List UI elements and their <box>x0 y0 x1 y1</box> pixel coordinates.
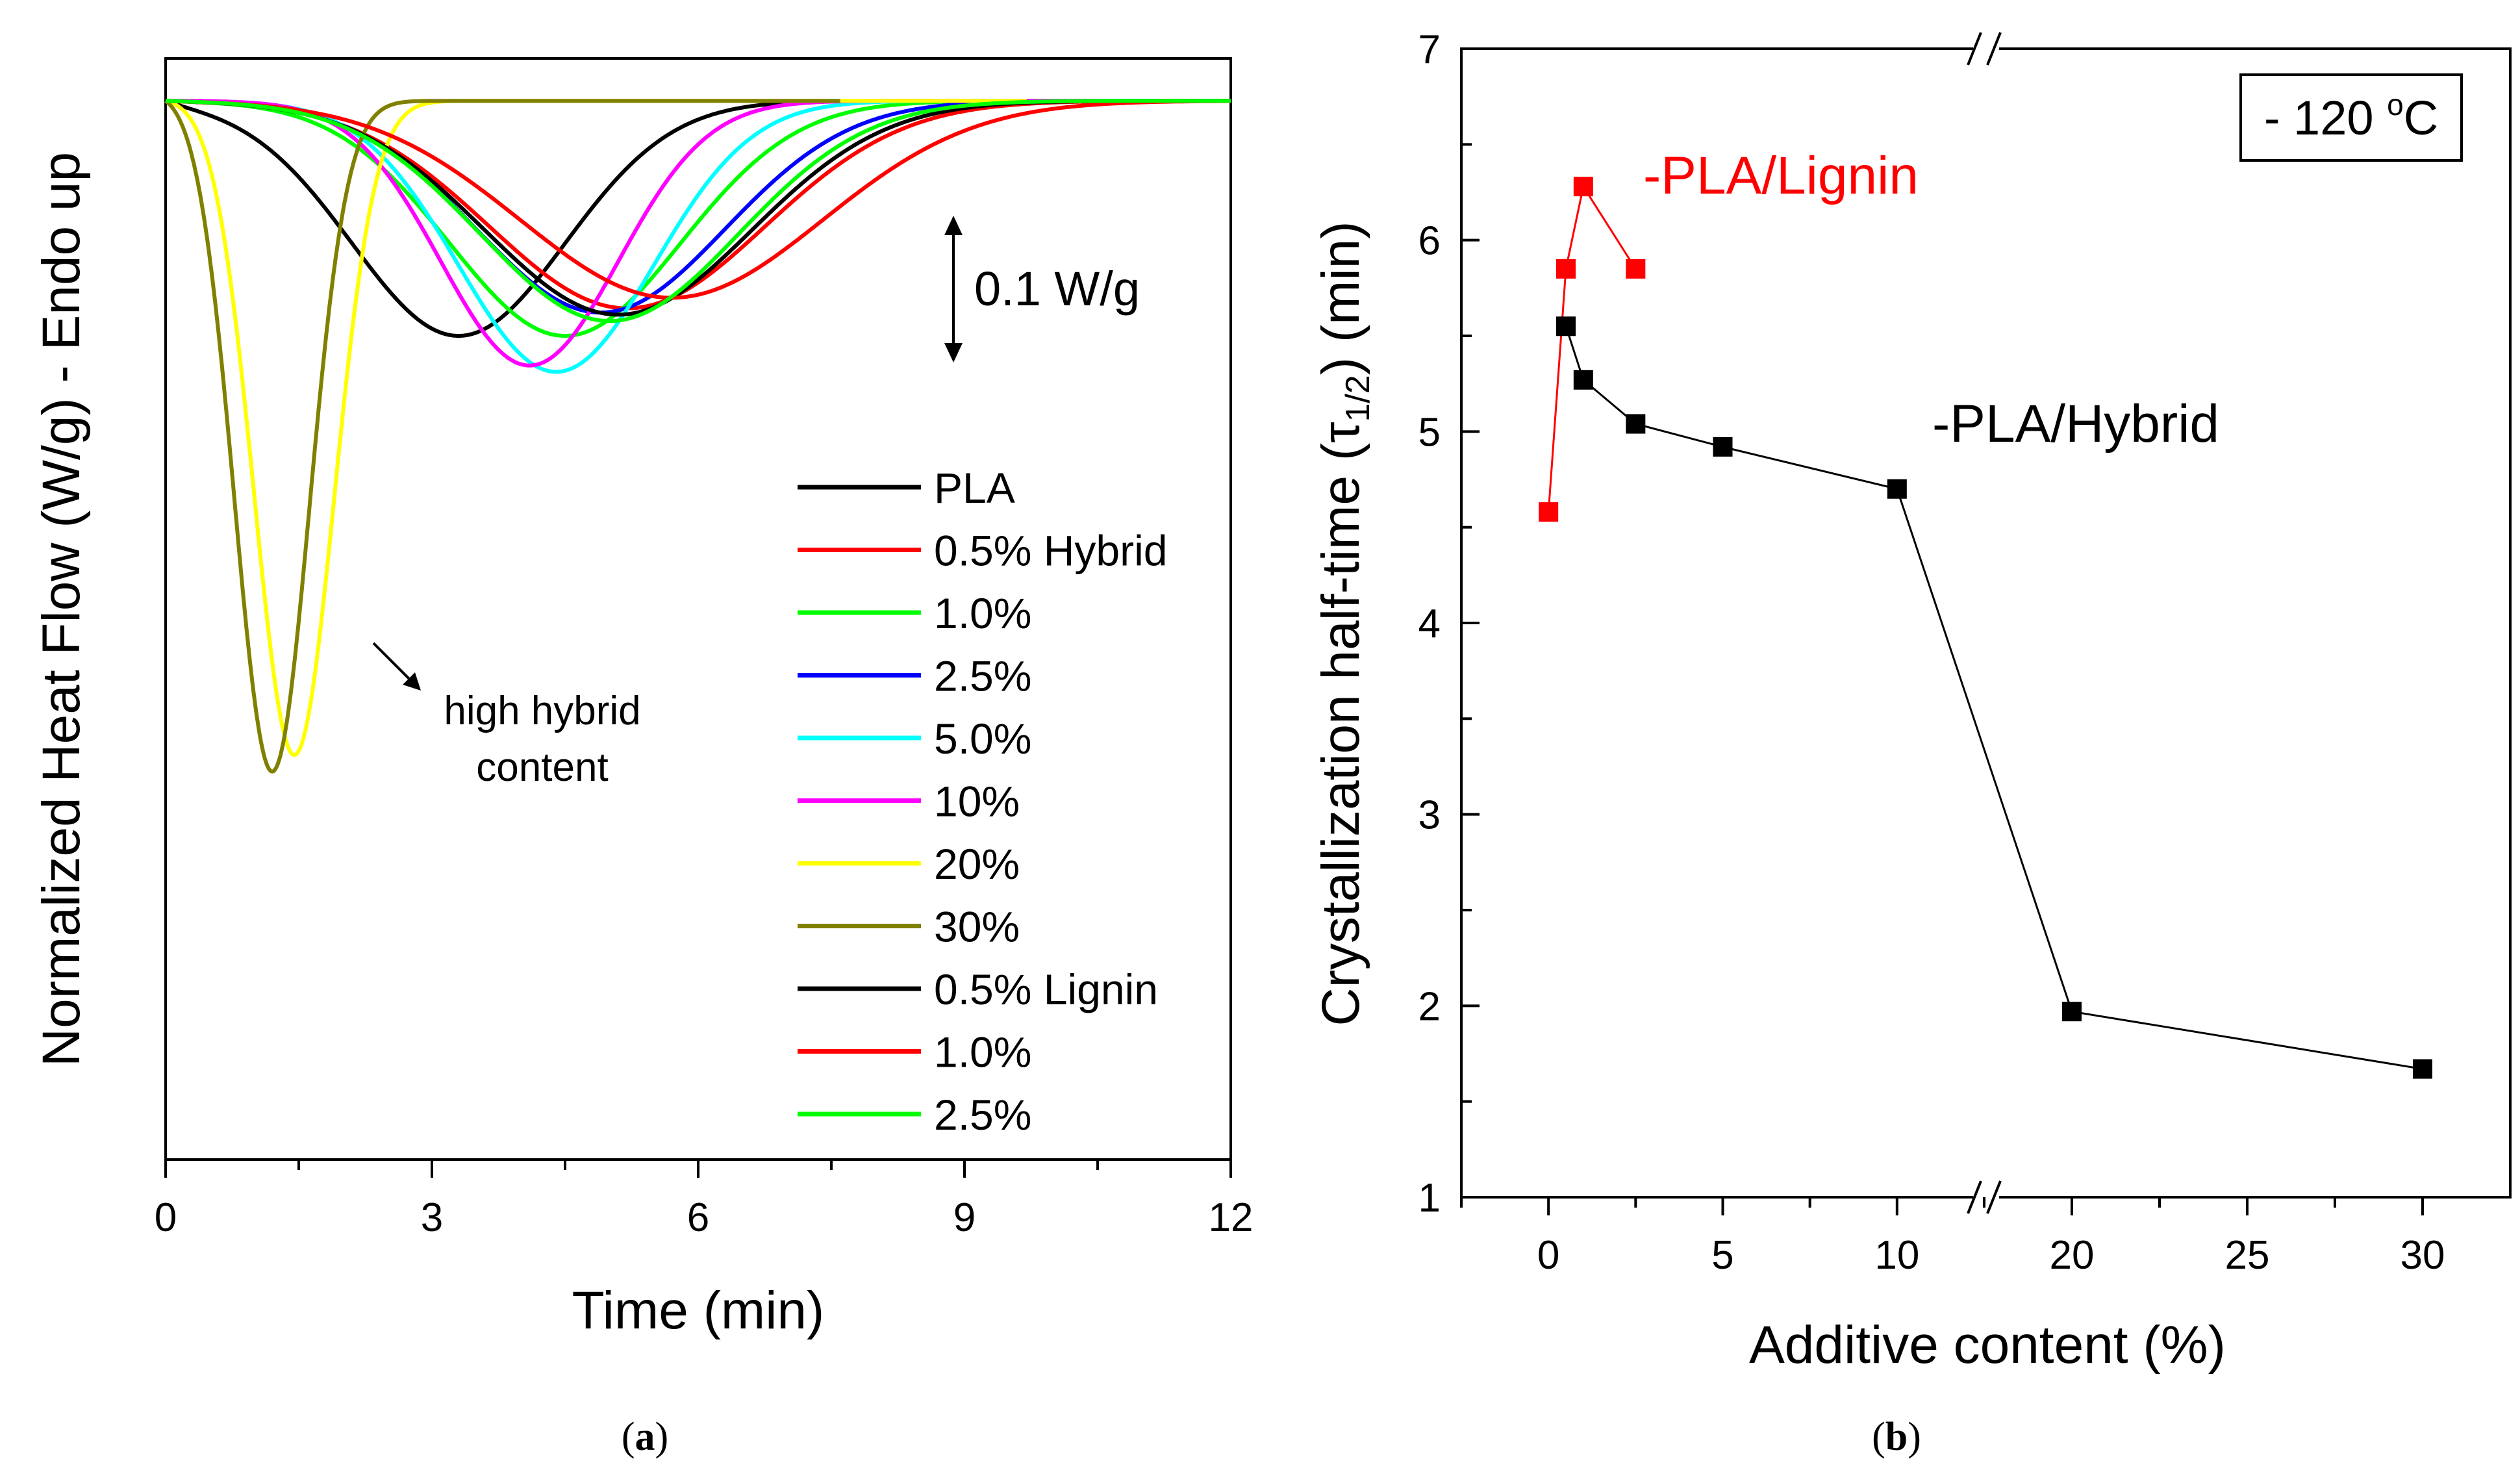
panel-b-x-tick-label: 30 <box>2400 1233 2445 1278</box>
panel-a-y-axis-title: Normalized Heat Flow (W/g) - Endo up <box>32 152 91 1067</box>
panel-b-y-tick-label: 7 <box>1418 27 1441 72</box>
panel-b-x-tick-label: 20 <box>2050 1233 2095 1278</box>
svg-text:- 120 oC: - 120 oC <box>2264 88 2438 145</box>
axis-break-marks <box>1967 32 2002 1214</box>
legend-label: 1.0% <box>934 589 1031 637</box>
panel-a-x-axis-title: Time (min) <box>572 1281 825 1340</box>
panel-b-y-tick-label: 3 <box>1418 793 1441 838</box>
legend-label: 20% <box>934 840 1020 888</box>
panel-a-x-tick-label: 9 <box>953 1195 976 1240</box>
temperature-degree: o <box>2387 88 2404 121</box>
legend-label: 0.5% Lignin <box>934 965 1158 1013</box>
panel-a-series-line <box>165 99 1231 300</box>
panel-b-y-tick-label: 4 <box>1418 602 1441 646</box>
panel-b-y-axis-title: Crystallization half-time (τ1/2) (min) <box>1311 221 1377 1026</box>
panel-a-heat-flow-chart: 0 3 6 9 12 Time (min) Normalized Heat Flow (… <box>32 57 1254 1340</box>
annotation-line-1: high hybrid <box>444 689 640 733</box>
panel-b-data-point <box>2413 1059 2432 1079</box>
panel-b-data-point <box>1539 502 1559 522</box>
lignin-series-label: -PLA/Lignin <box>1643 146 1919 205</box>
panel-b-plot-frame <box>1460 47 2512 1199</box>
panel-b-y-tick-label: 6 <box>1418 219 1441 264</box>
panel-a-legend: PLA 0.5% Hybrid 1.0% 2.5% 5.0% 10% 20% 30% 0.5% … <box>798 464 1168 1139</box>
panel-a-series-line <box>165 99 1231 324</box>
panel-a-x-tick-label: 3 <box>421 1195 443 1240</box>
panel-b-data-point <box>1713 437 1733 457</box>
panel-b-label: (b) <box>1872 1415 1921 1459</box>
panel-b-x-axis-title: Additive content (%) <box>1749 1315 2226 1375</box>
panel-a-label: (a) <box>622 1415 668 1459</box>
panel-b-series <box>1539 177 2432 1079</box>
panel-b-data-point <box>1573 177 1593 197</box>
panel-a-curves <box>164 99 1231 774</box>
legend-label: 5.0% <box>934 715 1031 763</box>
panel-b-series-line <box>1547 184 1637 513</box>
panel-b-x-ticks: 0 5 10 20 25 30 <box>1460 1197 2445 1278</box>
panel-b-y-tick-label: 1 <box>1418 1176 1441 1221</box>
panel-b-y-tick-label: 5 <box>1418 410 1441 455</box>
scale-bar-label: 0.1 W/g <box>974 262 1140 316</box>
panel-b-y-ticks: 1 2 3 4 5 6 7 <box>1418 27 1480 1221</box>
legend-label: 30% <box>934 903 1020 951</box>
temperature-prefix: - 120 <box>2264 91 2387 145</box>
panel-b-data-point <box>1626 259 1646 279</box>
panel-b-data-point <box>1887 479 1907 499</box>
panel-b-data-point <box>1556 259 1576 279</box>
high-hybrid-annotation: high hybrid content <box>372 642 641 790</box>
temperature-label-box: - 120 oC <box>2239 73 2463 162</box>
panel-a-x-tick-label: 0 <box>155 1195 177 1240</box>
panel-b-data-point <box>1556 316 1576 336</box>
legend-label: 2.5% <box>934 1091 1031 1139</box>
panel-a-series-line <box>164 99 840 774</box>
legend-label: 0.5% Hybrid <box>934 527 1168 575</box>
hybrid-series-label: -PLA/Hybrid <box>1932 394 2219 453</box>
panel-a-x-tick-label: 12 <box>1209 1195 1254 1240</box>
legend-label: 10% <box>934 778 1020 826</box>
panel-a-x-tick-label: 6 <box>687 1195 709 1240</box>
panel-a-x-ticks: 0 3 6 9 12 <box>155 1160 1254 1240</box>
legend-label: 2.5% <box>934 652 1031 700</box>
temperature-unit: C <box>2404 91 2438 145</box>
legend-label: 1.0% <box>934 1028 1031 1076</box>
panel-b-x-tick-label: 5 <box>1711 1233 1733 1278</box>
annotation-line-2: content <box>476 745 608 790</box>
panel-b-y-tick-label: 2 <box>1418 984 1441 1029</box>
panel-b-x-tick-label: 0 <box>1537 1233 1559 1278</box>
panel-b-x-tick-label: 25 <box>2225 1233 2270 1278</box>
scale-bar: 0.1 W/g <box>944 216 1140 362</box>
panel-b-data-point <box>1626 414 1646 434</box>
legend-label: PLA <box>934 464 1015 512</box>
panel-b-x-tick-label: 10 <box>1874 1233 1919 1278</box>
panel-b-data-point <box>2062 1002 2082 1022</box>
panel-b-data-point <box>1573 370 1593 390</box>
